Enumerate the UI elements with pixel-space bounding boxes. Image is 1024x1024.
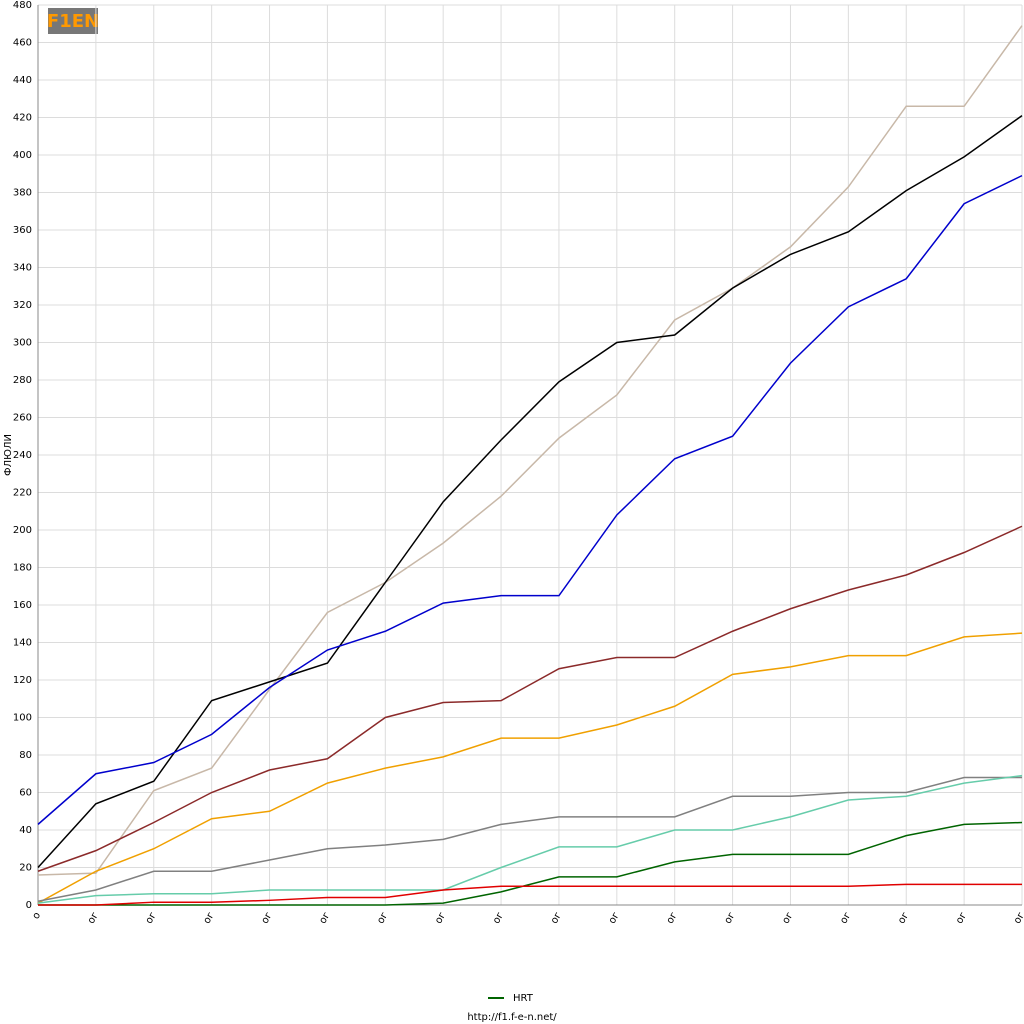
x-tick-label: ог: [317, 911, 332, 926]
y-tick-label: 340: [13, 263, 32, 274]
y-tick-label: 300: [13, 338, 32, 349]
y-tick-label: 80: [19, 750, 32, 761]
y-axis-label: ФЛЮЛИ: [3, 434, 14, 476]
y-tick-label: 100: [13, 713, 32, 724]
x-tick-label: ог: [1012, 911, 1024, 926]
y-tick-label: 320: [13, 300, 32, 311]
x-tick-label: ог: [86, 911, 101, 926]
series-line: [38, 883, 1022, 906]
x-tick-label: ог: [665, 911, 680, 926]
y-tick-label: 440: [13, 75, 32, 86]
y-tick-label: 380: [13, 188, 32, 199]
y-tick-label: 60: [19, 788, 32, 799]
y-tick-label: 200: [13, 525, 32, 536]
y-tick-label: 360: [13, 225, 32, 236]
series-line: [37, 25, 1023, 876]
y-tick-label: 0: [26, 900, 32, 911]
y-tick-label: 40: [19, 825, 32, 836]
y-tick-label: 180: [13, 563, 32, 574]
x-tick-label: ог: [375, 911, 390, 926]
y-tick-label: 280: [13, 375, 32, 386]
series-line: [37, 776, 1022, 902]
y-tick-label: 420: [13, 113, 32, 124]
y-tick-label: 160: [13, 600, 32, 611]
y-tick-label: 460: [13, 38, 32, 49]
series-line: [37, 115, 1023, 869]
x-tick-label: ог: [549, 911, 564, 926]
x-tick-label: ог: [838, 911, 853, 926]
x-tick-label: ог: [607, 911, 622, 926]
series-line: [37, 174, 1023, 825]
series-line: [37, 632, 1023, 904]
y-tick-label: 480: [13, 0, 32, 11]
y-tick-label: 140: [13, 638, 32, 649]
x-tick-label: ог: [723, 911, 738, 926]
logo-box: [48, 8, 98, 34]
y-tick-label: 260: [13, 413, 32, 424]
x-tick-label: ог: [780, 911, 795, 926]
logo-text: F1EN: [47, 11, 99, 32]
series-line: [38, 821, 1023, 906]
y-tick-label: 240: [13, 450, 32, 461]
x-tick-label: о: [31, 911, 44, 922]
logo: F1EN: [47, 8, 99, 34]
y-tick-label: 220: [13, 488, 32, 499]
legend-label: HRT: [513, 993, 534, 1004]
footer: http://f1.f-e-n.net/: [467, 1012, 557, 1023]
x-tick-label: ог: [433, 911, 448, 926]
x-tick-label: ог: [491, 911, 506, 926]
x-tick-label: ог: [896, 911, 911, 926]
x-tick-label: ог: [144, 911, 159, 926]
y-tick-label: 400: [13, 150, 32, 161]
y-tick-label: 20: [19, 863, 32, 874]
x-tick-label: ог: [202, 911, 217, 926]
y-tick-label: 120: [13, 675, 32, 686]
x-tick-label: ог: [260, 911, 275, 926]
series-line: [37, 774, 1023, 904]
x-tick-label: ог: [954, 911, 969, 926]
series-line: [37, 525, 1023, 872]
